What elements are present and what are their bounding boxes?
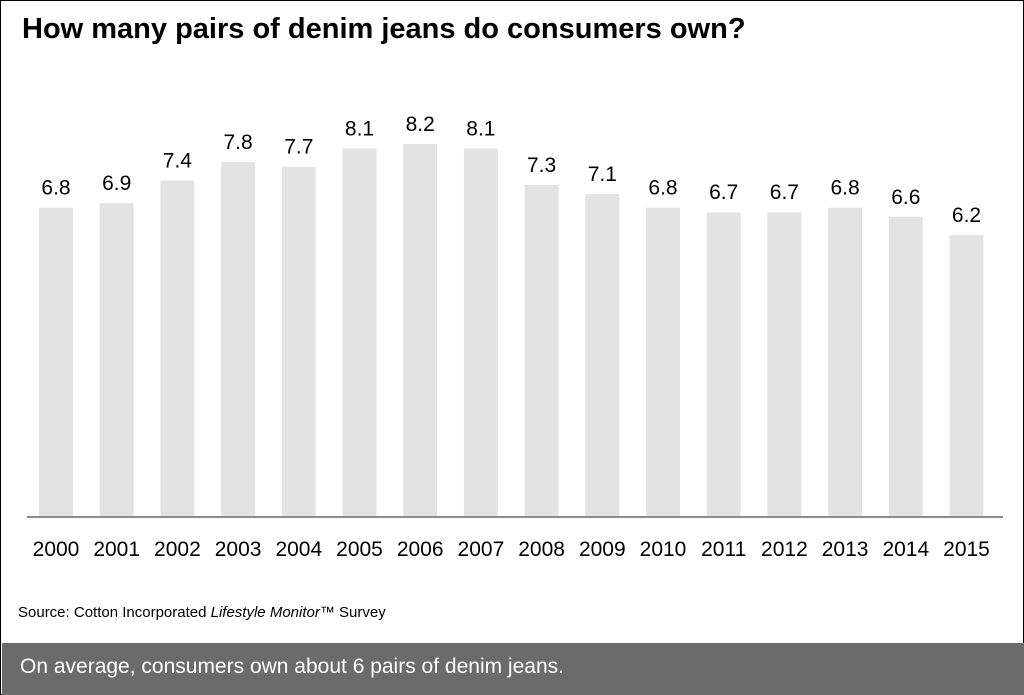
bar-2001: [99, 203, 134, 517]
data-label-2014: 6.6: [891, 186, 920, 209]
data-label-2003: 7.8: [223, 131, 252, 154]
data-label-2010: 6.8: [648, 177, 677, 200]
x-tick-2000: 2000: [33, 538, 80, 561]
bar-2013: [828, 207, 863, 517]
source-prefix: Source: Cotton Incorporated: [18, 604, 211, 621]
bar-2012: [767, 212, 802, 518]
x-tick-2009: 2009: [579, 538, 626, 561]
x-tick-2007: 2007: [458, 538, 505, 561]
x-tick-2010: 2010: [640, 538, 687, 561]
x-tick-2004: 2004: [275, 538, 322, 561]
data-label-2002: 7.4: [163, 149, 193, 172]
x-tick-2002: 2002: [154, 538, 201, 561]
data-label-2007: 8.1: [466, 118, 495, 141]
x-tick-2005: 2005: [336, 538, 383, 561]
bar-2015: [949, 234, 984, 517]
data-label-2001: 6.9: [102, 172, 131, 195]
bar-2006: [403, 144, 438, 517]
x-tick-2006: 2006: [397, 538, 444, 561]
data-label-2000: 6.8: [41, 177, 70, 200]
x-tick-2008: 2008: [518, 538, 565, 561]
data-label-2008: 7.3: [527, 154, 556, 177]
data-label-2011: 6.7: [709, 181, 738, 204]
data-label-2015: 6.2: [952, 204, 981, 227]
x-tick-2013: 2013: [822, 538, 869, 561]
bar-2011: [706, 212, 741, 518]
bar-2009: [585, 194, 620, 517]
x-tick-2014: 2014: [882, 538, 929, 561]
bar-2010: [646, 207, 680, 517]
bar-2003: [221, 162, 256, 517]
bar-2005: [342, 148, 377, 518]
data-label-2005: 8.1: [345, 118, 374, 141]
bar-2014: [888, 216, 923, 517]
bar-2007: [463, 148, 498, 518]
x-tick-2001: 2001: [93, 538, 140, 561]
chart-title: How many pairs of denim jeans do consume…: [22, 13, 746, 45]
data-label-2006: 8.2: [406, 113, 435, 136]
x-tick-2011: 2011: [701, 538, 746, 561]
bar-2008: [524, 184, 559, 517]
bar-2004: [281, 166, 316, 517]
data-label-2004: 7.7: [284, 136, 313, 159]
data-label-2013: 6.8: [830, 177, 859, 200]
x-tick-2003: 2003: [215, 538, 262, 561]
bar-2000: [39, 207, 73, 517]
bar-chart: 6.8 2000 6.9 2001 7.4 2002 7.8 2003 7.7 2004 8.1 20…: [27, 113, 1003, 561]
data-label-2009: 7.1: [588, 163, 617, 186]
source-italic: Lifestyle Monitor: [210, 604, 320, 621]
data-label-2012: 6.7: [770, 181, 799, 204]
summary-text: On average, consumers own about 6 pairs …: [20, 655, 564, 678]
x-tick-2015: 2015: [943, 538, 990, 561]
x-tick-2012: 2012: [761, 538, 808, 561]
bar-2002: [160, 180, 195, 517]
summary-banner: On average, consumers own about 6 pairs …: [2, 643, 1024, 695]
source-note: Source: Cotton Incorporated Lifestyle Mo…: [18, 604, 386, 621]
source-suffix: ™ Survey: [319, 604, 386, 621]
